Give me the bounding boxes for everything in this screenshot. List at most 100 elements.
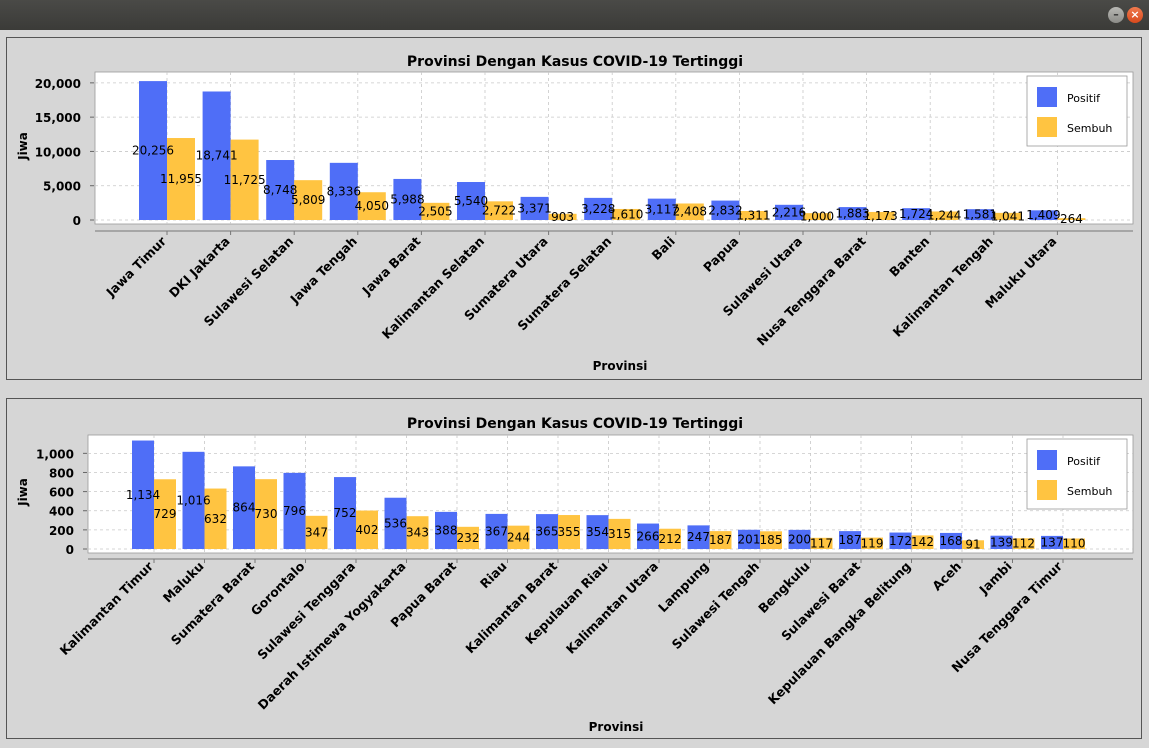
x-tick-label: Kalimantan Utara — [563, 559, 661, 657]
bar-positif — [334, 477, 356, 549]
data-label-sembuh: 5,809 — [291, 193, 325, 207]
data-label-sembuh: 632 — [204, 512, 227, 526]
bar-sembuh — [803, 213, 831, 220]
data-label-sembuh: 11,955 — [160, 172, 202, 186]
bar-sembuh — [659, 528, 681, 549]
bar-sembuh — [760, 531, 782, 549]
bar-sembuh — [930, 211, 959, 220]
data-label-positif: 18,741 — [196, 149, 238, 163]
data-label-positif: 1,134 — [126, 488, 160, 502]
x-tick-label: Jambi — [975, 559, 1014, 598]
x-tick-label: Aceh — [929, 559, 964, 594]
window-titlebar: – × — [0, 0, 1149, 30]
legend-label-positif: Positif — [1067, 92, 1101, 105]
data-label-sembuh: 1,244 — [927, 209, 961, 223]
data-label-positif: 201 — [738, 532, 761, 546]
bar-positif — [536, 514, 558, 549]
data-label-positif: 1,581 — [963, 208, 997, 222]
data-label-positif: 796 — [283, 504, 306, 518]
bar-sembuh — [1057, 218, 1086, 220]
data-label-positif: 1,724 — [899, 207, 933, 221]
x-tick-label: Kalimantan Selatan — [379, 234, 487, 342]
bar-sembuh — [558, 515, 580, 549]
y-tick-label: 0 — [66, 543, 74, 557]
legend-swatch-sembuh — [1037, 117, 1057, 137]
data-label-positif: 247 — [687, 530, 710, 544]
bar-positif — [990, 535, 1013, 549]
data-label-positif: 367 — [485, 524, 508, 538]
bar-positif — [902, 208, 931, 220]
bar-sembuh — [675, 203, 704, 220]
data-label-sembuh: 212 — [659, 532, 682, 546]
bar-sembuh — [861, 537, 883, 549]
close-icon[interactable]: × — [1127, 7, 1143, 23]
data-label-sembuh: 729 — [154, 507, 177, 521]
y-tick-label: 800 — [49, 466, 74, 480]
data-label-positif: 2,216 — [772, 205, 806, 219]
bar-sembuh — [357, 192, 386, 220]
data-label-positif: 2,832 — [708, 203, 742, 217]
data-label-positif: 20,256 — [132, 144, 174, 158]
bar-sembuh — [421, 202, 450, 220]
y-tick-label: 200 — [49, 524, 74, 538]
data-label-positif: 5,540 — [454, 194, 488, 208]
bar-positif — [1041, 535, 1063, 549]
data-label-positif: 752 — [334, 506, 357, 520]
bar-positif — [132, 440, 154, 549]
x-tick-label: Sulawesi Tengah — [669, 559, 763, 653]
data-label-sembuh: 187 — [709, 533, 732, 547]
data-label-positif: 187 — [839, 533, 862, 547]
bar-sembuh — [294, 180, 323, 220]
bar-sembuh — [230, 139, 259, 220]
data-label-sembuh: 2,408 — [673, 205, 707, 219]
bar-positif — [384, 497, 407, 549]
legend-label-positif: Positif — [1067, 455, 1101, 468]
y-tick-label: 1,000 — [36, 447, 74, 461]
bar-sembuh — [507, 525, 530, 549]
legend-swatch-positif — [1037, 450, 1057, 470]
legend-swatch-positif — [1037, 87, 1057, 107]
data-label-sembuh: 91 — [965, 538, 980, 552]
data-label-positif: 5,988 — [390, 192, 424, 206]
data-label-positif: 3,371 — [517, 201, 551, 215]
data-label-positif: 3,228 — [581, 202, 615, 216]
bar-sembuh — [608, 518, 631, 549]
data-label-sembuh: 315 — [608, 527, 631, 541]
bar-sembuh — [709, 531, 732, 549]
x-tick-label: Sumatera Barat — [168, 559, 257, 648]
y-tick-label: 15,000 — [35, 111, 81, 125]
y-tick-label: 0 — [73, 214, 81, 228]
bar-sembuh — [911, 535, 934, 549]
bar-positif — [637, 523, 659, 549]
bar-positif — [182, 451, 205, 549]
bar-positif — [202, 91, 231, 220]
bar-positif — [393, 178, 422, 220]
x-tick-label: Maluku — [160, 559, 207, 606]
data-label-sembuh: 264 — [1060, 212, 1083, 226]
bar-positif — [584, 197, 613, 220]
bar-positif — [139, 81, 167, 220]
bar-positif — [738, 529, 760, 549]
bar-sembuh — [810, 537, 833, 549]
data-label-sembuh: 1,041 — [991, 209, 1025, 223]
y-tick-label: 400 — [49, 505, 74, 519]
chart-title: Provinsi Dengan Kasus COVID-19 Tertinggi — [407, 54, 743, 70]
x-axis-label: Provinsi — [589, 720, 644, 734]
bar-positif — [687, 525, 710, 549]
data-label-sembuh: 112 — [1012, 537, 1035, 551]
data-label-sembuh: 730 — [255, 507, 278, 521]
bar-positif — [233, 466, 255, 549]
data-label-sembuh: 1,610 — [609, 207, 643, 221]
data-label-sembuh: 347 — [305, 525, 328, 539]
data-label-sembuh: 119 — [861, 536, 884, 550]
x-tick-label: Banten — [886, 234, 932, 280]
bar-positif — [838, 207, 867, 220]
data-label-sembuh: 1,311 — [736, 209, 770, 223]
bar-sembuh — [993, 212, 1022, 220]
data-label-positif: 1,016 — [176, 493, 210, 507]
x-tick-label: Jawa Timur — [102, 233, 169, 300]
x-tick-label: Kalimantan Barat — [462, 558, 560, 656]
x-axis-label: Provinsi — [593, 359, 648, 373]
data-label-sembuh: 11,725 — [224, 173, 266, 187]
minimize-icon[interactable]: – — [1108, 7, 1124, 23]
